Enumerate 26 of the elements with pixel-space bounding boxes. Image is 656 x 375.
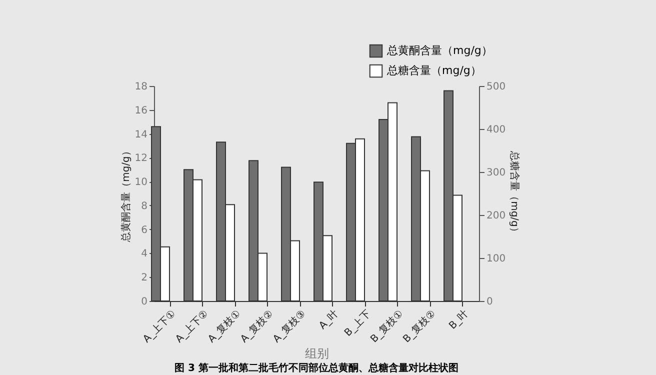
y2-tick-label: 400 [486,124,506,136]
y2-tick-label: 500 [486,82,506,92]
y-tick-label: 2 [141,272,148,284]
y-tick-label: 6 [141,224,148,236]
y2-axis-title: 总糖含量（mg/g） [508,150,521,237]
y2-tick-label: 200 [486,210,506,222]
x-tick-label: B_叶 [446,308,471,332]
y2-tick-label: 300 [486,168,506,178]
y-tick-label: 16 [134,105,148,116]
y-tick-label: 12 [134,153,148,164]
caption: 图 3 第一批和第二批毛竹不同部位总黄酮、总糖含量对比柱状图 [174,362,458,374]
x-tick-label: A_复枝③ [270,308,308,346]
y-tick-label: 0 [141,296,148,308]
y-tick-label: 4 [141,248,148,260]
legend-label: 总黄酮含量（mg/g） [386,44,492,57]
legend-label: 总糖含量（mg/g） [386,64,482,77]
y-axis-title: 总黄酮含量（mg/g） [120,146,132,243]
x-axis-title: 组别 [305,346,329,360]
y-tick-label: 8 [141,200,148,212]
y2-tick-label: 100 [486,254,506,264]
y2-tick-label: 0 [486,296,493,308]
y-tick-label: 10 [134,177,148,188]
x-tick-label: B_复枝② [400,308,438,346]
y-tick-label: 14 [134,129,148,140]
x-tick-label: A_叶 [316,308,341,332]
y-tick-label: 18 [134,82,148,92]
